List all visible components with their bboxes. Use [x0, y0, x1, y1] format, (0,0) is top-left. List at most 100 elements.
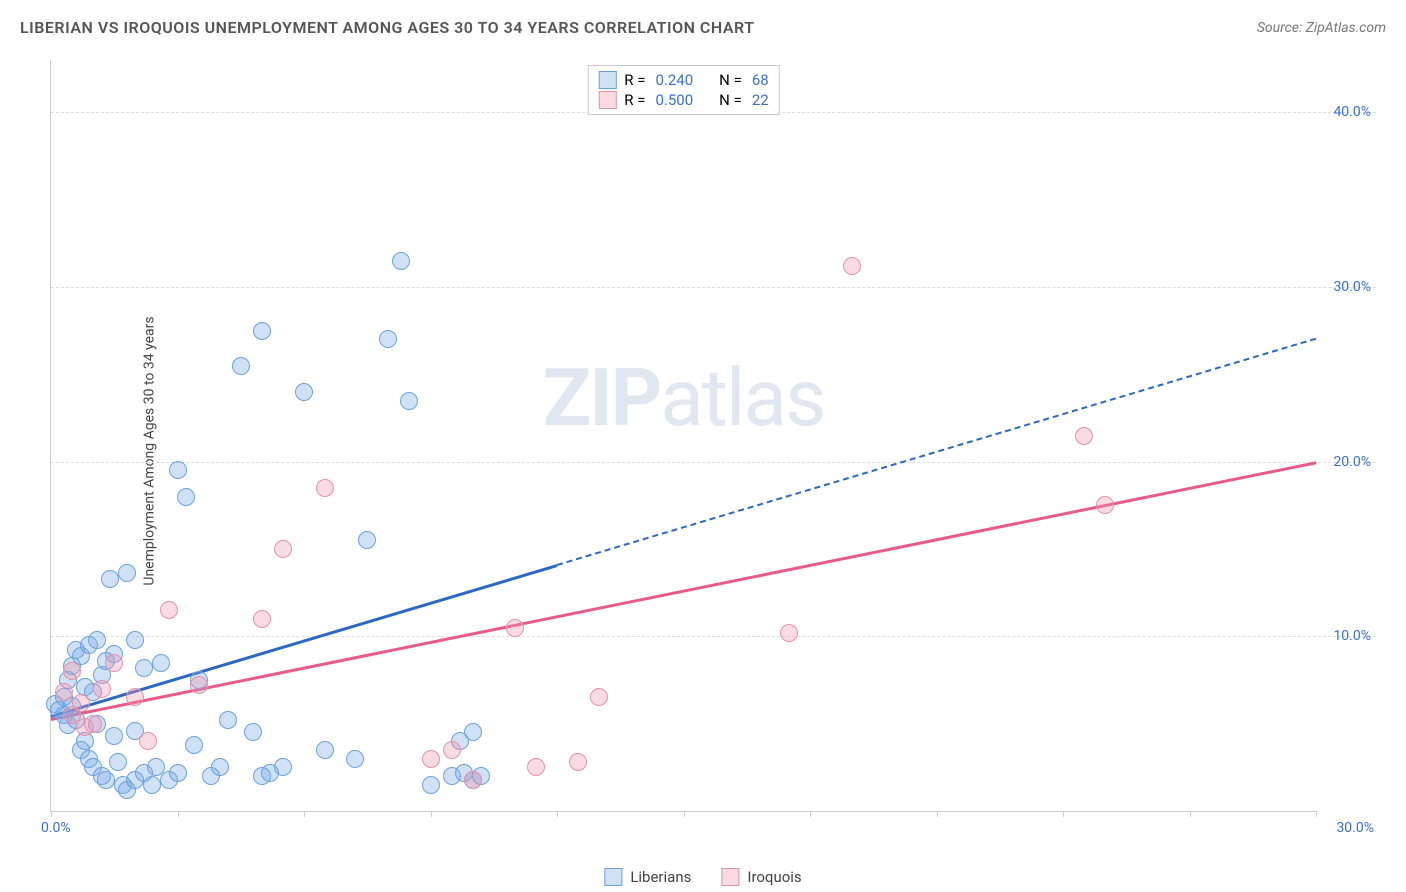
data-point: [253, 610, 271, 628]
data-point: [506, 619, 524, 637]
data-point: [88, 631, 106, 649]
series-legend-item: Iroquois: [721, 868, 801, 886]
x-tick: [51, 811, 52, 817]
chart-header: LIBERIAN VS IROQUOIS UNEMPLOYMENT AMONG …: [20, 18, 1386, 37]
data-point: [379, 330, 397, 348]
n-label: N =: [719, 91, 742, 109]
source-attribution: Source: ZipAtlas.com: [1257, 20, 1386, 36]
data-point: [569, 753, 587, 771]
legend-swatch: [598, 91, 616, 109]
data-point: [253, 322, 271, 340]
data-point: [169, 764, 187, 782]
data-point: [1096, 496, 1114, 514]
y-tick-label: 10.0%: [1333, 628, 1371, 644]
data-point: [316, 741, 334, 759]
data-point: [72, 694, 90, 712]
series-legend-item: Liberians: [604, 868, 691, 886]
data-point: [55, 683, 73, 701]
data-point: [97, 771, 115, 789]
correlation-legend-row: R = 0.500 N = 22: [598, 90, 768, 110]
x-tick: [431, 811, 432, 817]
legend-swatch: [598, 71, 616, 89]
series-label: Liberians: [630, 868, 691, 886]
x-tick: [178, 811, 179, 817]
data-point: [274, 758, 292, 776]
data-point: [780, 624, 798, 642]
data-point: [232, 357, 250, 375]
data-point: [185, 736, 203, 754]
series-legend: Liberians Iroquois: [604, 868, 801, 886]
data-point: [274, 540, 292, 558]
data-point: [244, 723, 262, 741]
data-point: [169, 461, 187, 479]
gridline: [51, 462, 1376, 463]
data-point: [63, 662, 81, 680]
data-point: [152, 654, 170, 672]
y-tick-label: 30.0%: [1333, 279, 1371, 295]
correlation-legend: R = 0.240 N = 68 R = 0.500 N = 22: [587, 65, 779, 115]
data-point: [464, 771, 482, 789]
x-tick: [937, 811, 938, 817]
gridline: [51, 287, 1376, 288]
data-point: [126, 631, 144, 649]
data-point: [126, 688, 144, 706]
data-point: [590, 688, 608, 706]
data-point: [295, 383, 313, 401]
data-point: [143, 776, 161, 794]
data-point: [422, 750, 440, 768]
trendline-solid: [51, 462, 1317, 722]
data-point: [211, 758, 229, 776]
gridline: [51, 636, 1376, 637]
data-point: [109, 753, 127, 771]
chart-title: LIBERIAN VS IROQUOIS UNEMPLOYMENT AMONG …: [20, 18, 755, 37]
x-axis-max-label: 30.0%: [1336, 820, 1374, 836]
data-point: [177, 488, 195, 506]
r-label: R =: [624, 71, 645, 89]
data-point: [464, 723, 482, 741]
x-tick: [810, 811, 811, 817]
data-point: [160, 601, 178, 619]
data-point: [190, 676, 208, 694]
n-value: 68: [752, 71, 769, 89]
data-point: [400, 392, 418, 410]
data-point: [843, 257, 861, 275]
data-point: [358, 531, 376, 549]
x-tick: [304, 811, 305, 817]
data-point: [105, 654, 123, 672]
data-point: [1075, 427, 1093, 445]
x-tick: [557, 811, 558, 817]
data-point: [346, 750, 364, 768]
x-axis-min-label: 0.0%: [41, 820, 71, 836]
data-point: [135, 659, 153, 677]
n-label: N =: [719, 71, 742, 89]
legend-swatch: [604, 868, 622, 886]
trendline-dashed: [557, 338, 1317, 566]
data-point: [422, 776, 440, 794]
r-value: 0.500: [655, 91, 693, 109]
chart-area: Unemployment Among Ages 30 to 34 years Z…: [50, 60, 1376, 842]
r-value: 0.240: [655, 71, 693, 89]
x-tick: [684, 811, 685, 817]
data-point: [118, 564, 136, 582]
series-label: Iroquois: [747, 868, 801, 886]
legend-swatch: [721, 868, 739, 886]
data-point: [316, 479, 334, 497]
r-label: R =: [624, 91, 645, 109]
y-tick-label: 20.0%: [1333, 454, 1371, 470]
watermark: ZIPatlas: [543, 351, 824, 445]
x-tick: [1063, 811, 1064, 817]
data-point: [443, 741, 461, 759]
data-point: [392, 252, 410, 270]
correlation-legend-row: R = 0.240 N = 68: [598, 70, 768, 90]
scatter-plot: ZIPatlas R =0.240N =68R =0.500N =22 0.0%…: [50, 60, 1316, 812]
watermark-bold: ZIP: [543, 351, 661, 445]
n-value: 22: [752, 91, 769, 109]
data-point: [84, 715, 102, 733]
x-tick: [1190, 811, 1191, 817]
data-point: [105, 727, 123, 745]
x-tick: [1316, 811, 1317, 817]
data-point: [93, 680, 111, 698]
data-point: [101, 570, 119, 588]
data-point: [139, 732, 157, 750]
data-point: [219, 711, 237, 729]
